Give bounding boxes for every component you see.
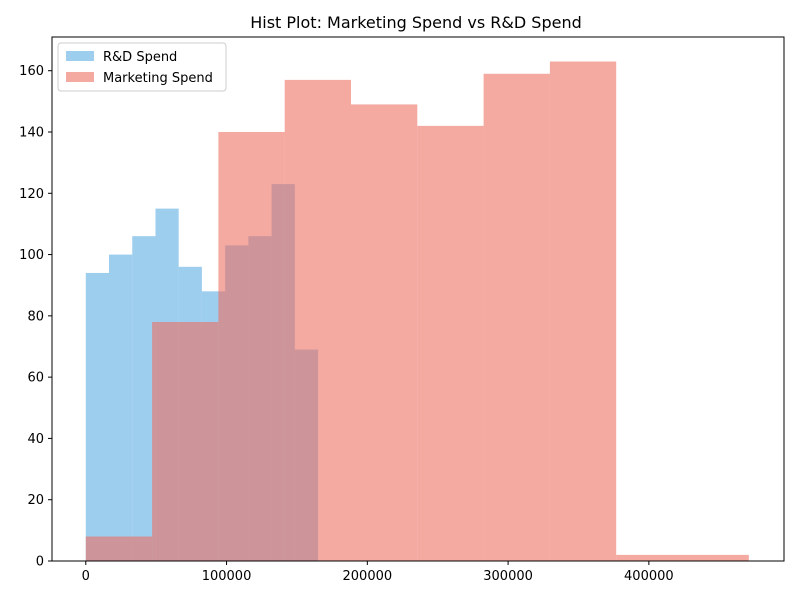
y-tick-label: 40 <box>27 432 44 447</box>
series-1 <box>85 61 749 562</box>
y-tick-label: 20 <box>27 493 44 508</box>
x-tick-label: 400000 <box>624 569 674 584</box>
x-tick-label: 300000 <box>483 569 533 584</box>
bar-1-3 <box>284 79 351 562</box>
y-tick-label: 80 <box>27 309 44 324</box>
y-tick-label: 0 <box>36 555 44 570</box>
x-tick-label: 200000 <box>343 569 393 584</box>
bar-0-2 <box>132 236 156 562</box>
y-tick-label: 160 <box>19 64 44 79</box>
y-tick-label: 140 <box>19 125 44 140</box>
legend-box <box>57 42 227 92</box>
legend-label-1: Marketing Spend <box>103 71 213 86</box>
bar-0-1 <box>109 254 133 561</box>
bar-1-4 <box>350 104 418 561</box>
bar-1-6 <box>483 73 550 562</box>
axes-frame <box>51 36 785 562</box>
bar-1-0 <box>85 536 153 561</box>
bar-0-0 <box>85 272 110 561</box>
bar-1-9 <box>682 554 749 561</box>
axes: 0 100000 200000 300000 400000 0 20 40 60 80 100 120… <box>19 36 785 584</box>
legend-label-0: R&D Spend <box>103 50 177 65</box>
x-tick-label: 100000 <box>202 569 252 584</box>
chart-title: Hist Plot: Marketing Spend vs R&D Spend <box>250 13 582 32</box>
legend: R&D Spend Marketing Spend <box>57 42 227 92</box>
bar-1-2 <box>218 131 285 562</box>
bar-1-1 <box>152 321 219 561</box>
y-tick-label: 120 <box>19 187 44 202</box>
plot-area <box>85 61 749 562</box>
bar-1-5 <box>417 125 484 562</box>
bar-1-8 <box>616 554 683 561</box>
bar-1-7 <box>549 61 617 561</box>
y-tick-label: 100 <box>19 248 44 263</box>
legend-swatch-0 <box>66 51 94 61</box>
x-tick-label: 0 <box>82 569 90 584</box>
y-tick-label: 60 <box>27 371 44 386</box>
legend-swatch-1 <box>66 72 94 82</box>
